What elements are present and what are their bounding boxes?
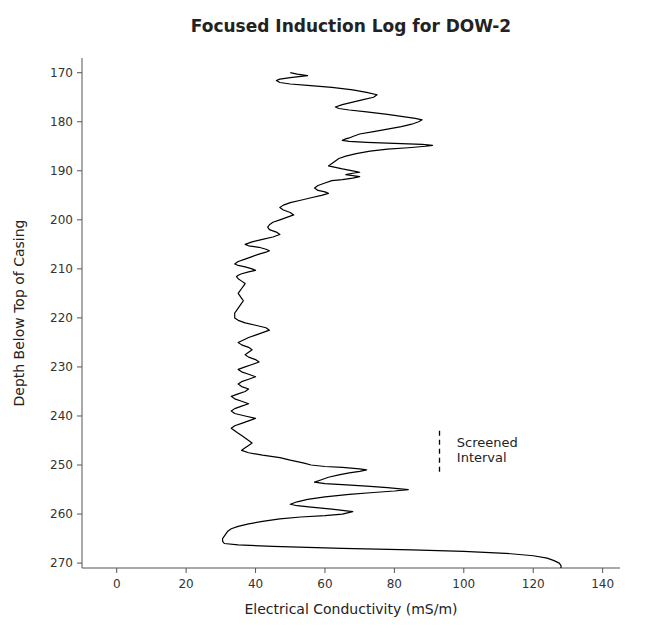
y-tick-label: 200: [50, 213, 73, 227]
x-axis-label: Electrical Conductivity (mS/m): [244, 601, 457, 617]
x-tick: [394, 568, 395, 573]
x-tick-label: 140: [591, 577, 614, 591]
y-tick-label: 260: [50, 507, 73, 521]
log-line: [223, 73, 561, 568]
annotation-line: Screened: [457, 435, 518, 450]
y-tick-label: 250: [50, 458, 73, 472]
y-tick: [77, 317, 82, 318]
y-tick: [77, 268, 82, 269]
y-tick-label: 190: [50, 164, 73, 178]
plot-area: [223, 73, 561, 568]
y-tick: [77, 415, 82, 416]
y-tick: [77, 72, 82, 73]
y-tick: [77, 366, 82, 367]
y-tick: [77, 121, 82, 122]
x-tick: [533, 568, 534, 573]
y-axis: [82, 58, 83, 568]
screened-interval: [439, 431, 440, 475]
x-tick: [116, 568, 117, 573]
y-tick-label: 220: [50, 311, 73, 325]
y-tick: [77, 563, 82, 564]
x-tick-label: 100: [452, 577, 475, 591]
x-tick-label: 20: [178, 577, 193, 591]
y-tick-label: 180: [50, 115, 73, 129]
y-tick-label: 270: [50, 556, 73, 570]
y-tick: [77, 465, 82, 466]
x-tick-label: 80: [387, 577, 402, 591]
x-tick: [602, 568, 603, 573]
x-tick-label: 0: [113, 577, 121, 591]
x-tick: [463, 568, 464, 573]
y-tick-label: 240: [50, 409, 73, 423]
chart: Focused Induction Log for DOW-2 0 20 40 60 80…: [0, 0, 650, 641]
y-tick: [77, 170, 82, 171]
x-tick: [324, 568, 325, 573]
y-tick-label: 170: [50, 66, 73, 80]
title: Focused Induction Log for DOW-2: [191, 16, 511, 36]
annotation: ScreenedInterval: [457, 435, 518, 465]
y-tick: [77, 219, 82, 220]
y-tick-label: 230: [50, 360, 73, 374]
x-tick: [186, 568, 187, 573]
x-tick: [255, 568, 256, 573]
x-axis: [82, 568, 620, 569]
y-tick: [77, 514, 82, 515]
x-tick-label: 40: [248, 577, 263, 591]
y-tick-label: 210: [50, 262, 73, 276]
x-tick-label: 120: [522, 577, 545, 591]
x-tick-label: 60: [317, 577, 332, 591]
y-axis-label: Depth Below Top of Casing: [11, 220, 27, 407]
annotation-line: Interval: [457, 450, 507, 465]
